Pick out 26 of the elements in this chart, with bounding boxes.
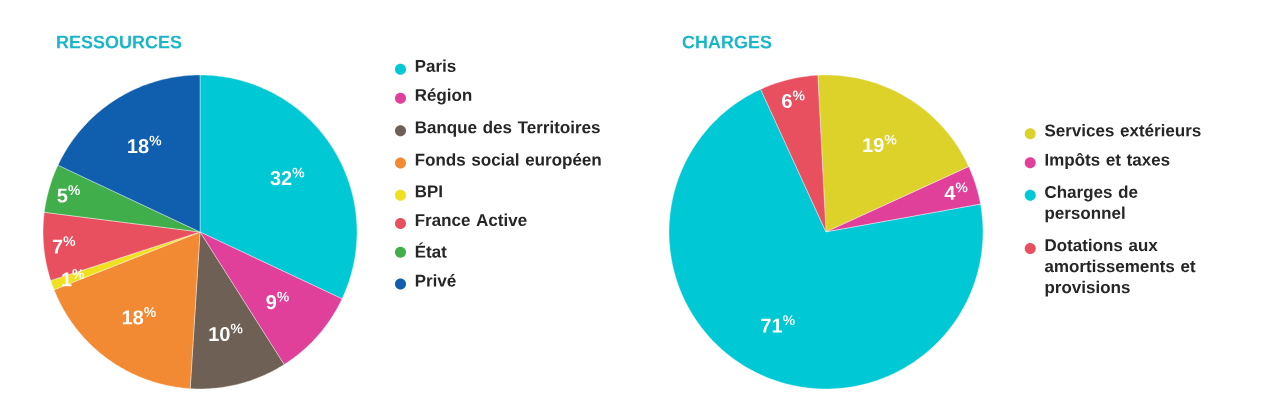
data-label: 32$^{%}$ [270,167,305,186]
legend-label: Banque des Territoires [415,120,600,137]
data-label: 10$^{%}$ [209,323,243,342]
chart-title: CHARGES [682,35,772,49]
data-label: 7$^{%}$ [52,236,76,254]
legend-label: Région [415,88,472,105]
legend-label: Services extérieurs [1044,123,1201,137]
data-label: 19$^{%}$ [863,134,897,153]
data-label: 9$^{%}$ [266,291,289,310]
legend-label: Charges de personnel [1045,185,1138,223]
legend-label: BPI [415,185,442,198]
chart-title: RESSOURCES [57,35,182,49]
data-label: 18$^{%}$ [128,135,162,154]
legend-label: Impôts et taxes [1045,152,1170,170]
data-label: 4$^{%}$ [944,182,968,200]
legend-label: État [415,242,447,258]
data-label: 71$^{%}$ [761,315,795,333]
data-label: 1$^{%}$ [62,269,85,287]
legend-label: France Active [415,213,527,227]
legend-label: Privé [415,274,456,287]
legend-label: Fonds social européen [415,153,601,170]
legend-label: Paris [415,59,456,72]
legend-label: Dotations aux amortissements et provisions [1044,238,1196,297]
data-label: 18$^{%}$ [122,307,156,325]
data-label: 5$^{%}$ [57,185,81,203]
data-label: 6$^{%}$ [782,90,805,109]
